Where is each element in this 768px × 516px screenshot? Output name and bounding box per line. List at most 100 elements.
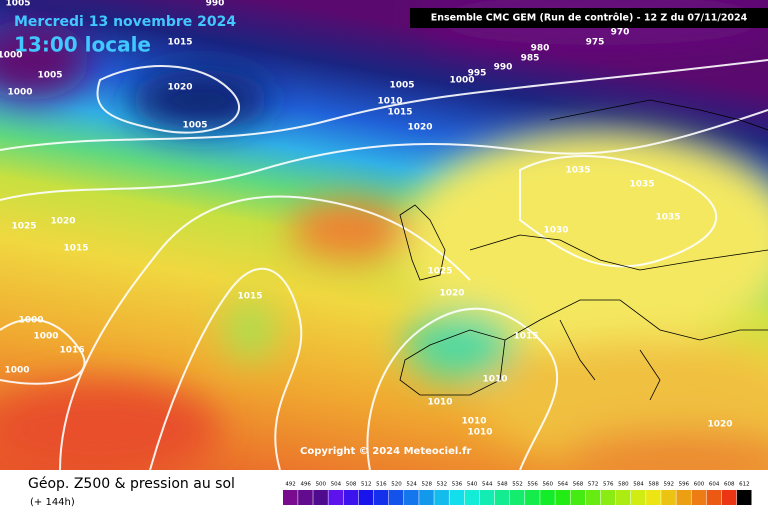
scale-swatch xyxy=(313,490,328,505)
isobar-label: 985 xyxy=(521,54,540,64)
isobar-label: 1015 xyxy=(387,108,412,118)
scale-label: 516 xyxy=(376,482,387,488)
scale-label: 508 xyxy=(346,482,357,488)
scale-label: 496 xyxy=(300,482,311,488)
scale-swatch xyxy=(540,490,555,505)
isobar-label: 1005 xyxy=(37,71,62,81)
scale-label: 552 xyxy=(512,482,523,488)
scale-swatch xyxy=(373,490,389,505)
color-scale: 492 496 500 504 508 512 516 520 524 528 532 536 540 5… xyxy=(283,482,752,505)
isobar-label: 1010 xyxy=(482,375,507,385)
scale-swatch xyxy=(464,490,480,505)
scale-label: 512 xyxy=(361,482,372,488)
isobar-label: 1005 xyxy=(5,0,30,9)
scale-swatch xyxy=(509,490,525,505)
scale-label: 572 xyxy=(588,482,599,488)
scale-swatch xyxy=(525,490,540,505)
scale-label: 536 xyxy=(452,482,463,488)
isobar-label: 1015 xyxy=(237,292,262,302)
scale-swatch xyxy=(494,490,510,505)
legend-subtitle: (+ 144h) xyxy=(30,497,75,508)
coastlines xyxy=(399,99,768,401)
legend-title: Géop. Z500 & pression au sol xyxy=(28,476,235,492)
isobar-label: 1005 xyxy=(182,121,207,131)
isobar-label: 1000 xyxy=(7,88,32,98)
map-background xyxy=(0,0,768,490)
scale-label: 500 xyxy=(316,482,327,488)
scale-swatch xyxy=(283,490,298,505)
isobar-label: 1025 xyxy=(427,267,452,277)
isobar-label: 1015 xyxy=(513,332,538,342)
scale-label: 588 xyxy=(648,482,659,488)
scale-swatch xyxy=(479,490,495,505)
isobar-label: 1025 xyxy=(11,222,36,232)
scale-label: 560 xyxy=(543,482,554,488)
scale-swatch xyxy=(449,490,465,505)
scale-label: 520 xyxy=(391,482,402,488)
isobar-label: 970 xyxy=(611,28,630,38)
scale-label: 596 xyxy=(679,482,690,488)
header-box xyxy=(410,8,768,28)
isobar-label: 1035 xyxy=(629,180,654,190)
scale-label: 612 xyxy=(739,482,750,488)
model-info: Ensemble CMC GEM (Run de contrôle) - 12 … xyxy=(431,13,748,24)
isobar-label: 1010 xyxy=(461,417,486,427)
scale-swatch xyxy=(691,490,707,505)
scale-swatch xyxy=(615,490,631,505)
scale-swatch xyxy=(298,490,313,505)
isobar-label: 1000 xyxy=(18,316,43,326)
scale-swatch xyxy=(661,490,676,505)
isobar-label-group: 1005 990 1000 1005 1000 1015 1020 1005 980 975 970… xyxy=(0,0,733,438)
copyright: Copyright © 2024 Meteociel.fr xyxy=(300,446,471,457)
scale-label: 592 xyxy=(664,482,675,488)
scale-swatch xyxy=(570,490,586,505)
scale-swatch xyxy=(736,490,752,505)
isobar-label: 1015 xyxy=(167,38,192,48)
forecast-time: 13:00 locale xyxy=(14,33,151,57)
scale-swatch xyxy=(600,490,616,505)
isobar-label: 1035 xyxy=(655,213,680,223)
forecast-date: Mercredi 13 novembre 2024 xyxy=(14,14,236,30)
scale-swatch xyxy=(630,490,646,505)
scale-label: 504 xyxy=(331,482,342,488)
isobar-label: 1020 xyxy=(407,123,432,133)
isobar-label: 1010 xyxy=(467,428,492,438)
isobar-label: 1010 xyxy=(377,97,402,107)
isobar-label: 1000 xyxy=(4,366,29,376)
isobars xyxy=(0,59,768,471)
isobar-label: 1000 xyxy=(0,51,23,61)
scale-swatch xyxy=(585,490,601,505)
isobar-label: 975 xyxy=(586,38,605,48)
scale-swatch xyxy=(328,490,344,505)
scale-label: 540 xyxy=(467,482,478,488)
scale-label: 556 xyxy=(527,482,538,488)
scale-label: 600 xyxy=(694,482,705,488)
isobar-label: 1005 xyxy=(389,81,414,91)
scale-label: 544 xyxy=(482,482,493,488)
isobar-label: 1035 xyxy=(565,166,590,176)
scale-label: 548 xyxy=(497,482,508,488)
scale-label: 584 xyxy=(633,482,644,488)
isobar-label: 990 xyxy=(206,0,225,9)
isobar-label: 1016 xyxy=(59,346,84,356)
isobar-label: 980 xyxy=(531,44,550,54)
isobar-label: 1015 xyxy=(63,244,88,254)
scale-label: 608 xyxy=(724,482,735,488)
scale-swatch xyxy=(343,490,359,505)
scale-label: 580 xyxy=(618,482,629,488)
scale-swatch xyxy=(646,490,661,505)
isobar-label: 1020 xyxy=(439,289,464,299)
scale-swatch xyxy=(555,490,570,505)
scale-label: 564 xyxy=(558,482,569,488)
scale-swatch xyxy=(434,490,449,505)
isobar-label: 1000 xyxy=(449,76,474,86)
isobar-label: 1020 xyxy=(707,420,732,430)
isobar-label: 995 xyxy=(468,69,487,79)
scale-swatch xyxy=(721,490,737,505)
isobar-label: 1010 xyxy=(427,398,452,408)
scale-swatch xyxy=(404,490,419,505)
isobar-label: 1020 xyxy=(167,83,192,93)
scale-swatch xyxy=(388,490,404,505)
scale-label: 524 xyxy=(406,482,417,488)
